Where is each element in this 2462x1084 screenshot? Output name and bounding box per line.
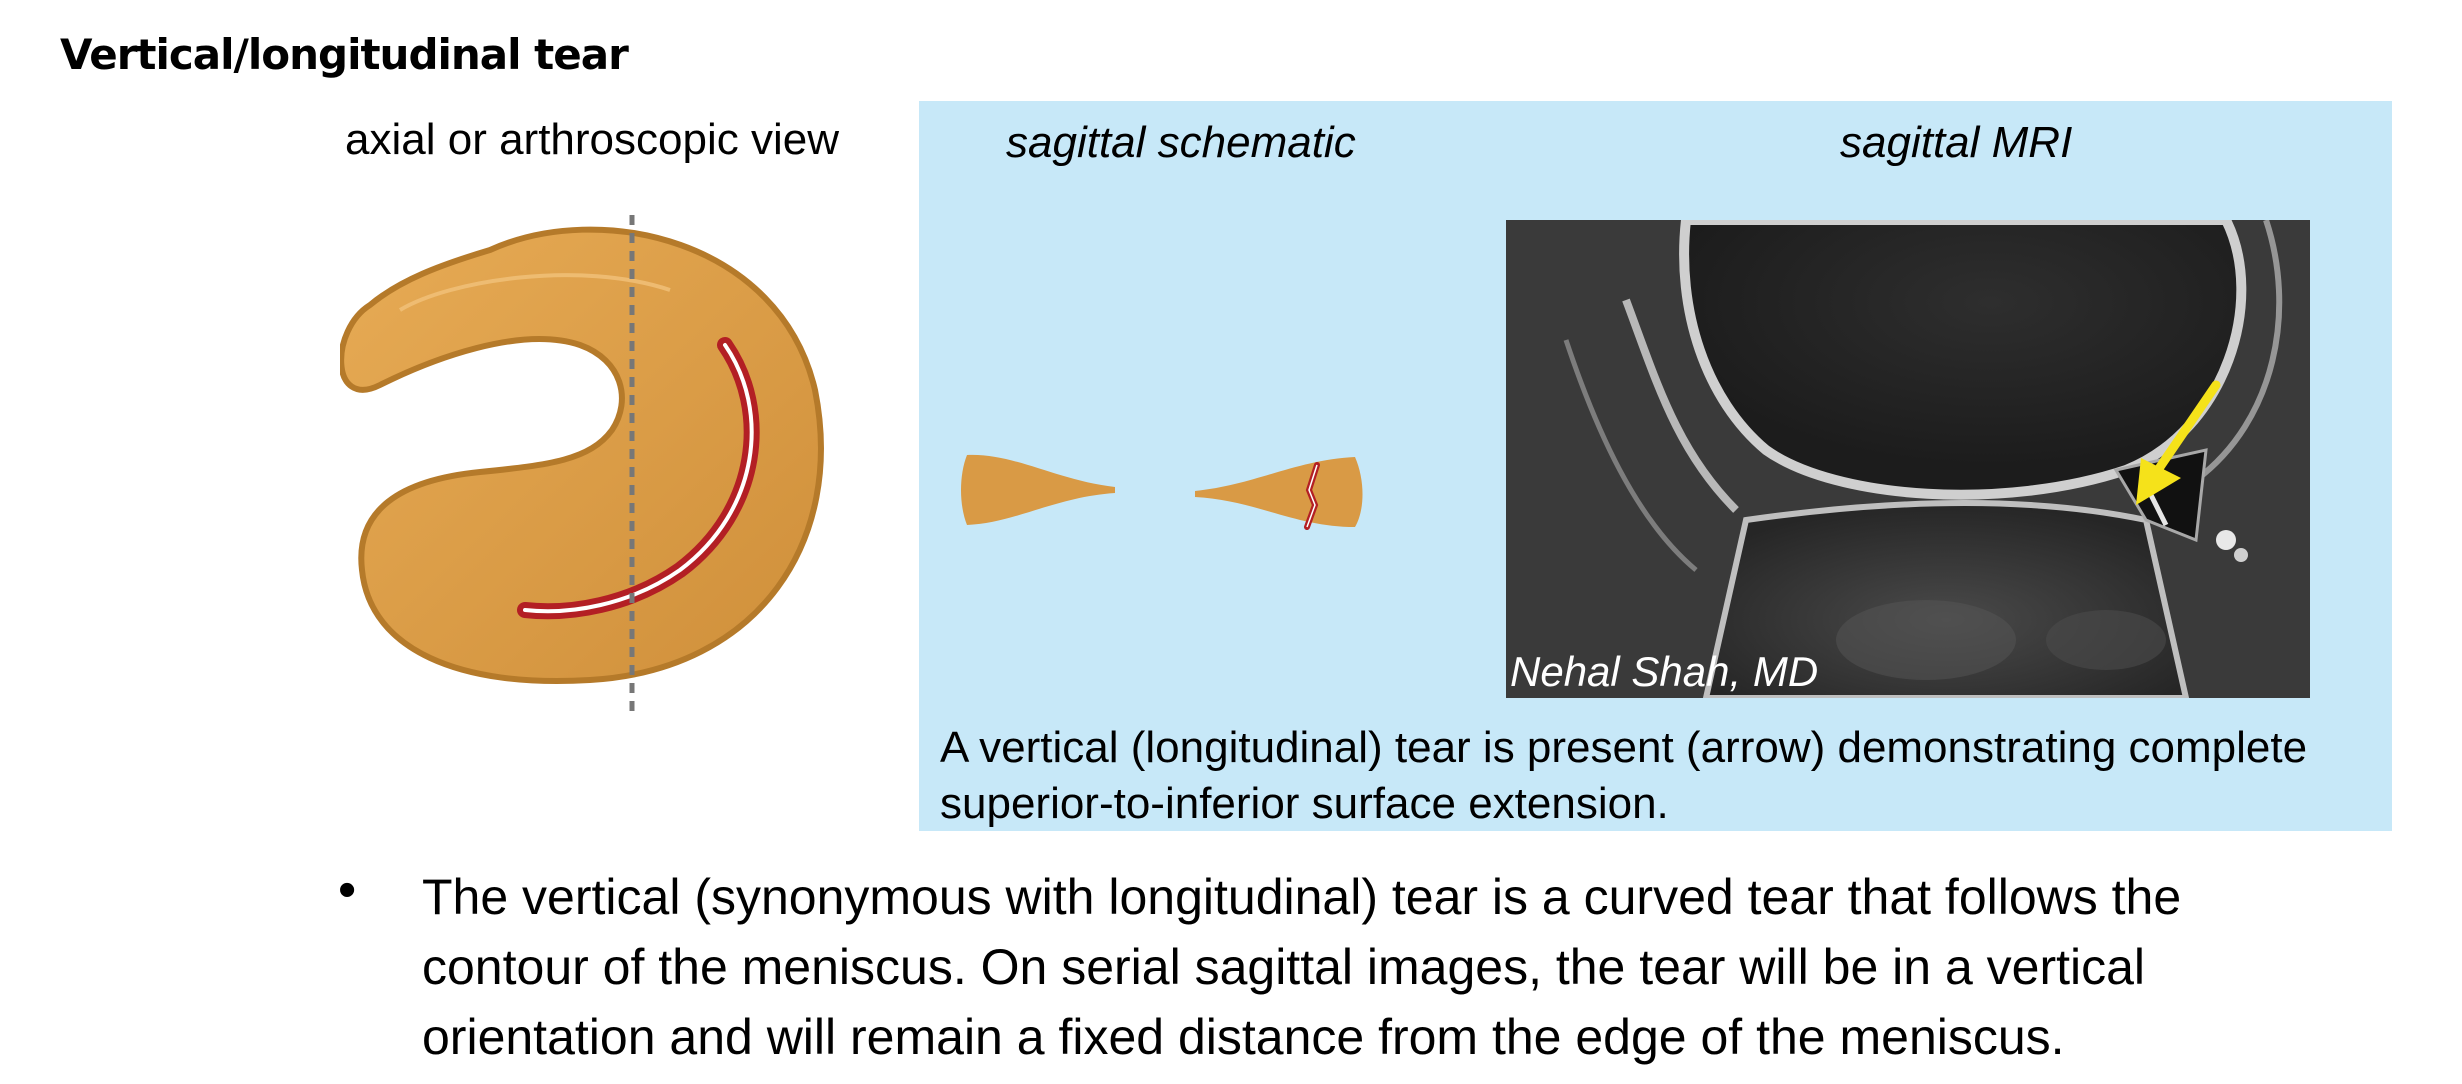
bullet-text: The vertical (synonymous with longitudin… [422,869,2182,1065]
sagittal-schematic-label: sagittal schematic [1006,118,1356,167]
meniscus-shape [340,226,824,684]
sagittal-mri-label: sagittal MRI [1840,118,2073,167]
posterior-meniscus [2113,448,2208,543]
axial-view-label: axial or arthroscopic view [345,115,839,164]
slide-title: Vertical/longitudinal tear [60,30,629,79]
figure-caption: A vertical (longitudinal) tear is presen… [940,723,2308,828]
sagittal-schematic-illustration [961,454,1363,530]
bullet-marker: • [338,861,357,919]
image-credit: Nehal Shah, MD [1510,648,1819,695]
anterior-horn-wedge [961,454,1115,525]
yellow-arrow-icon [2136,380,2221,505]
axial-meniscus-illustration [340,215,824,715]
posterior-horn-wedge [1195,457,1363,527]
sagittal-mri-image [1506,220,2310,698]
femoral-condyle [1679,220,2247,500]
